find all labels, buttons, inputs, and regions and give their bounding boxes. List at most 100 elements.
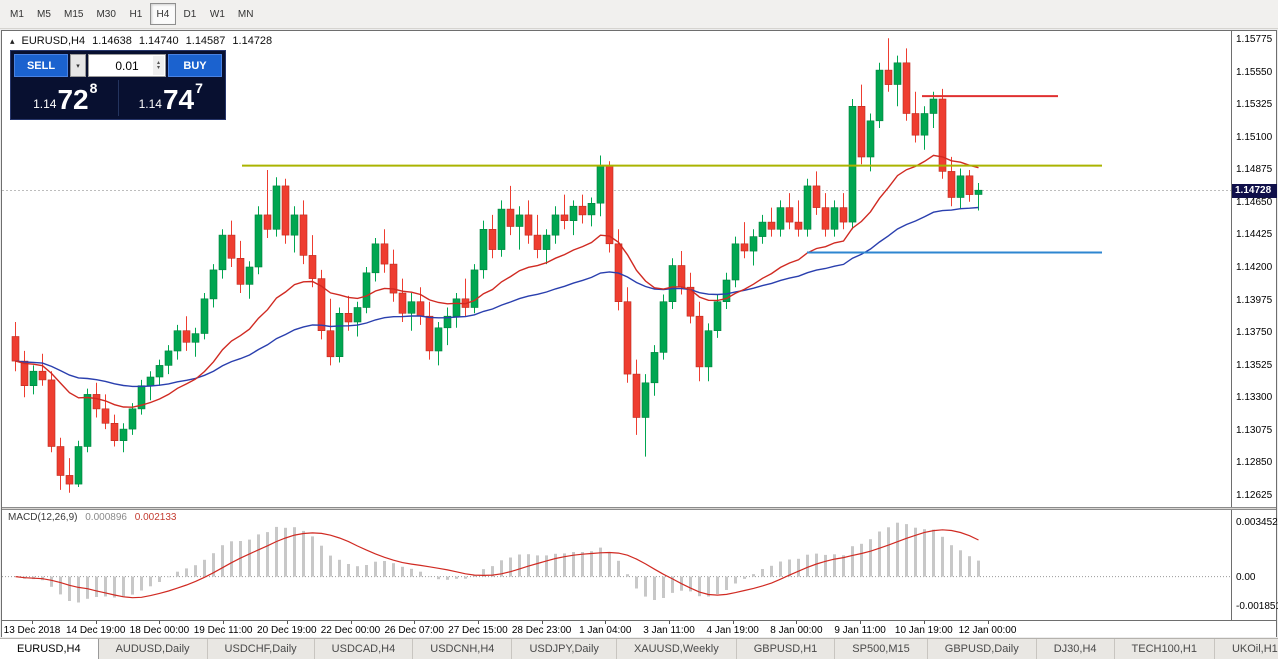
sell-price-display[interactable]: 1.14 72 8 [14, 80, 117, 116]
price-scale-label: 1.14200 [1236, 261, 1273, 273]
time-axis-label: 9 Jan 11:00 [834, 625, 886, 636]
buy-price-display[interactable]: 1.14 74 7 [120, 80, 223, 116]
sell-price-prefix: 1.14 [33, 97, 57, 111]
timeframe-button-w1[interactable]: W1 [204, 3, 231, 25]
chart-tabs-bar: EURUSD,H4 AUDUSD,Daily USDCHF,Daily USDCAD,… [0, 638, 1278, 659]
time-axis-label: 18 Dec 00:00 [129, 625, 190, 636]
price-scale-label: 1.15550 [1236, 66, 1273, 78]
timeframe-button-m30[interactable]: M30 [90, 3, 121, 25]
chart-tab-gbpusd-daily[interactable]: GBPUSD,Daily [928, 639, 1037, 659]
macd-scale-label: -0.001851 [1236, 601, 1278, 613]
macd-chart[interactable] [2, 510, 1231, 620]
price-scale[interactable]: 1.14728 1.15775 1.15550 1.15325 1.15100 1.14… [1231, 31, 1277, 507]
symbol-marker-icon: ▴ [10, 35, 15, 46]
time-axis-tick [32, 621, 33, 624]
time-axis-tick [796, 621, 798, 624]
price-scale-label: 1.15775 [1236, 33, 1273, 45]
chart-tab-xauusd-weekly[interactable]: XAUUSD,Weekly [617, 639, 737, 659]
macd-name: MACD(12,26,9) [8, 512, 78, 523]
timeframe-button-h1[interactable]: H1 [123, 3, 149, 25]
time-axis-tick [605, 621, 607, 624]
buy-price-prefix: 1.14 [138, 97, 162, 111]
chevron-down-icon: ▾ [76, 62, 80, 70]
time-axis-label: 13 Dec 2018 [3, 625, 61, 636]
lot-increase-icon[interactable]: ▴ [156, 59, 160, 66]
chart-tab-gbpusd-h1[interactable]: GBPUSD,H1 [737, 639, 836, 659]
time-axis[interactable]: 13 Dec 2018 14 Dec 19:00 18 Dec 00:00 19 De… [2, 620, 1276, 637]
chart-symbol: EURUSD,H4 [21, 35, 86, 47]
candlestick-chart[interactable] [2, 31, 1231, 507]
sell-price-pips: 72 [57, 84, 89, 115]
ohlc-low: 1.14587 [185, 35, 226, 47]
price-scale-label: 1.13075 [1236, 424, 1273, 436]
macd-scale: 0.003452 0.00 -0.001851 [1231, 510, 1278, 620]
time-axis-tick [414, 621, 416, 624]
time-axis-label: 12 Jan 00:00 [958, 625, 1017, 636]
lot-size-input[interactable] [89, 55, 165, 76]
timeframe-button-m5[interactable]: M5 [31, 3, 57, 25]
macd-signal-value: 0.002133 [134, 512, 177, 523]
time-axis-tick [477, 621, 479, 624]
price-scale-label: 1.13975 [1236, 294, 1273, 306]
macd-scale-label: 0.003452 [1236, 516, 1278, 528]
trade-panel-divider [117, 80, 119, 116]
time-axis-label: 1 Jan 04:00 [579, 625, 632, 636]
price-scale-label: 1.15100 [1236, 131, 1273, 143]
time-axis-label: 14 Dec 19:00 [65, 625, 126, 636]
chart-tab-audusd-daily[interactable]: AUDUSD,Daily [99, 639, 208, 659]
chart-tab-usdchf-daily[interactable]: USDCHF,Daily [208, 639, 315, 659]
timeframe-toolbar: M1 M5 M15 M30 H1 H4 D1 W1 MN [0, 0, 1278, 29]
price-scale-label: 1.13750 [1236, 327, 1273, 339]
time-axis-label: 10 Jan 19:00 [894, 625, 953, 636]
time-axis-label: 20 Dec 19:00 [257, 625, 317, 636]
time-axis-tick [223, 621, 225, 624]
buy-price-pips: 74 [162, 84, 195, 115]
time-axis-label: 3 Jan 11:00 [643, 625, 695, 636]
price-scale-label: 1.14650 [1236, 196, 1273, 208]
lot-size-field[interactable]: ▴ ▾ [88, 54, 166, 77]
lot-decrease-icon[interactable]: ▾ [156, 64, 160, 71]
timeframe-button-mn[interactable]: MN [232, 3, 260, 25]
ohlc-close: 1.14728 [232, 35, 273, 47]
time-axis-label: 22 Dec 00:00 [320, 625, 381, 636]
price-scale-label: 1.12625 [1236, 489, 1273, 501]
chart-tab-tech100-h1[interactable]: TECH100,H1 [1115, 639, 1215, 659]
time-axis-tick [860, 621, 862, 624]
chart-tab-dj30-h4[interactable]: DJ30,H4 [1037, 639, 1115, 659]
macd-scale-label: 0.00 [1236, 571, 1256, 583]
chart-tab-usdjpy-daily[interactable]: USDJPY,Daily [512, 639, 617, 659]
time-axis-tick [95, 621, 97, 624]
time-axis-label: 28 Dec 23:00 [511, 625, 572, 636]
buy-button[interactable]: BUY [168, 54, 222, 77]
main-chart-area[interactable]: ▴ EURUSD,H4 1.14638 1.14740 1.14587 1.14… [2, 31, 1231, 507]
time-axis-tick [541, 621, 543, 624]
chart-tab-eurusd-h4[interactable]: EURUSD,H4 [0, 639, 99, 659]
current-price-badge: 1.14728 [1232, 183, 1277, 198]
price-scale-label: 1.14875 [1236, 164, 1273, 176]
sell-button[interactable]: SELL [14, 54, 68, 77]
buy-price-point: 7 [195, 80, 203, 96]
price-scale-label: 1.12850 [1236, 457, 1273, 469]
chart-tab-usdcad-h4[interactable]: USDCAD,H4 [315, 639, 414, 659]
chart-tab-usdcnh-h4[interactable]: USDCNH,H4 [413, 639, 513, 659]
time-axis-tick [987, 621, 989, 624]
time-axis-tick [669, 621, 670, 624]
one-click-trading-panel: SELL ▾ ▴ ▾ BUY 1.14 72 8 [10, 50, 226, 120]
time-axis-label: 19 Dec 11:00 [193, 625, 253, 636]
price-scale-label: 1.14425 [1236, 229, 1273, 241]
lot-stepper[interactable]: ▴ ▾ [153, 56, 164, 75]
timeframe-button-h4[interactable]: H4 [149, 3, 176, 25]
macd-panel[interactable]: MACD(12,26,9) 0.000896 0.002133 [2, 510, 1231, 620]
chart-tab-sp500-m15[interactable]: SP500,M15 [835, 639, 928, 659]
timeframe-button-m1[interactable]: M1 [4, 3, 30, 25]
timeframe-button-d1[interactable]: D1 [177, 3, 203, 25]
timeframe-button-m15[interactable]: M15 [58, 3, 89, 25]
lot-dropdown-button[interactable]: ▾ [70, 54, 86, 77]
time-axis-tick [732, 621, 734, 624]
chart-tab-ukoil-h1[interactable]: UKOil,H1 [1215, 639, 1278, 659]
price-scale-label: 1.13525 [1236, 359, 1273, 371]
time-axis-tick [159, 621, 161, 624]
panel-splitter[interactable] [2, 507, 1276, 510]
macd-indicator-label: MACD(12,26,9) 0.000896 0.002133 [8, 512, 176, 523]
